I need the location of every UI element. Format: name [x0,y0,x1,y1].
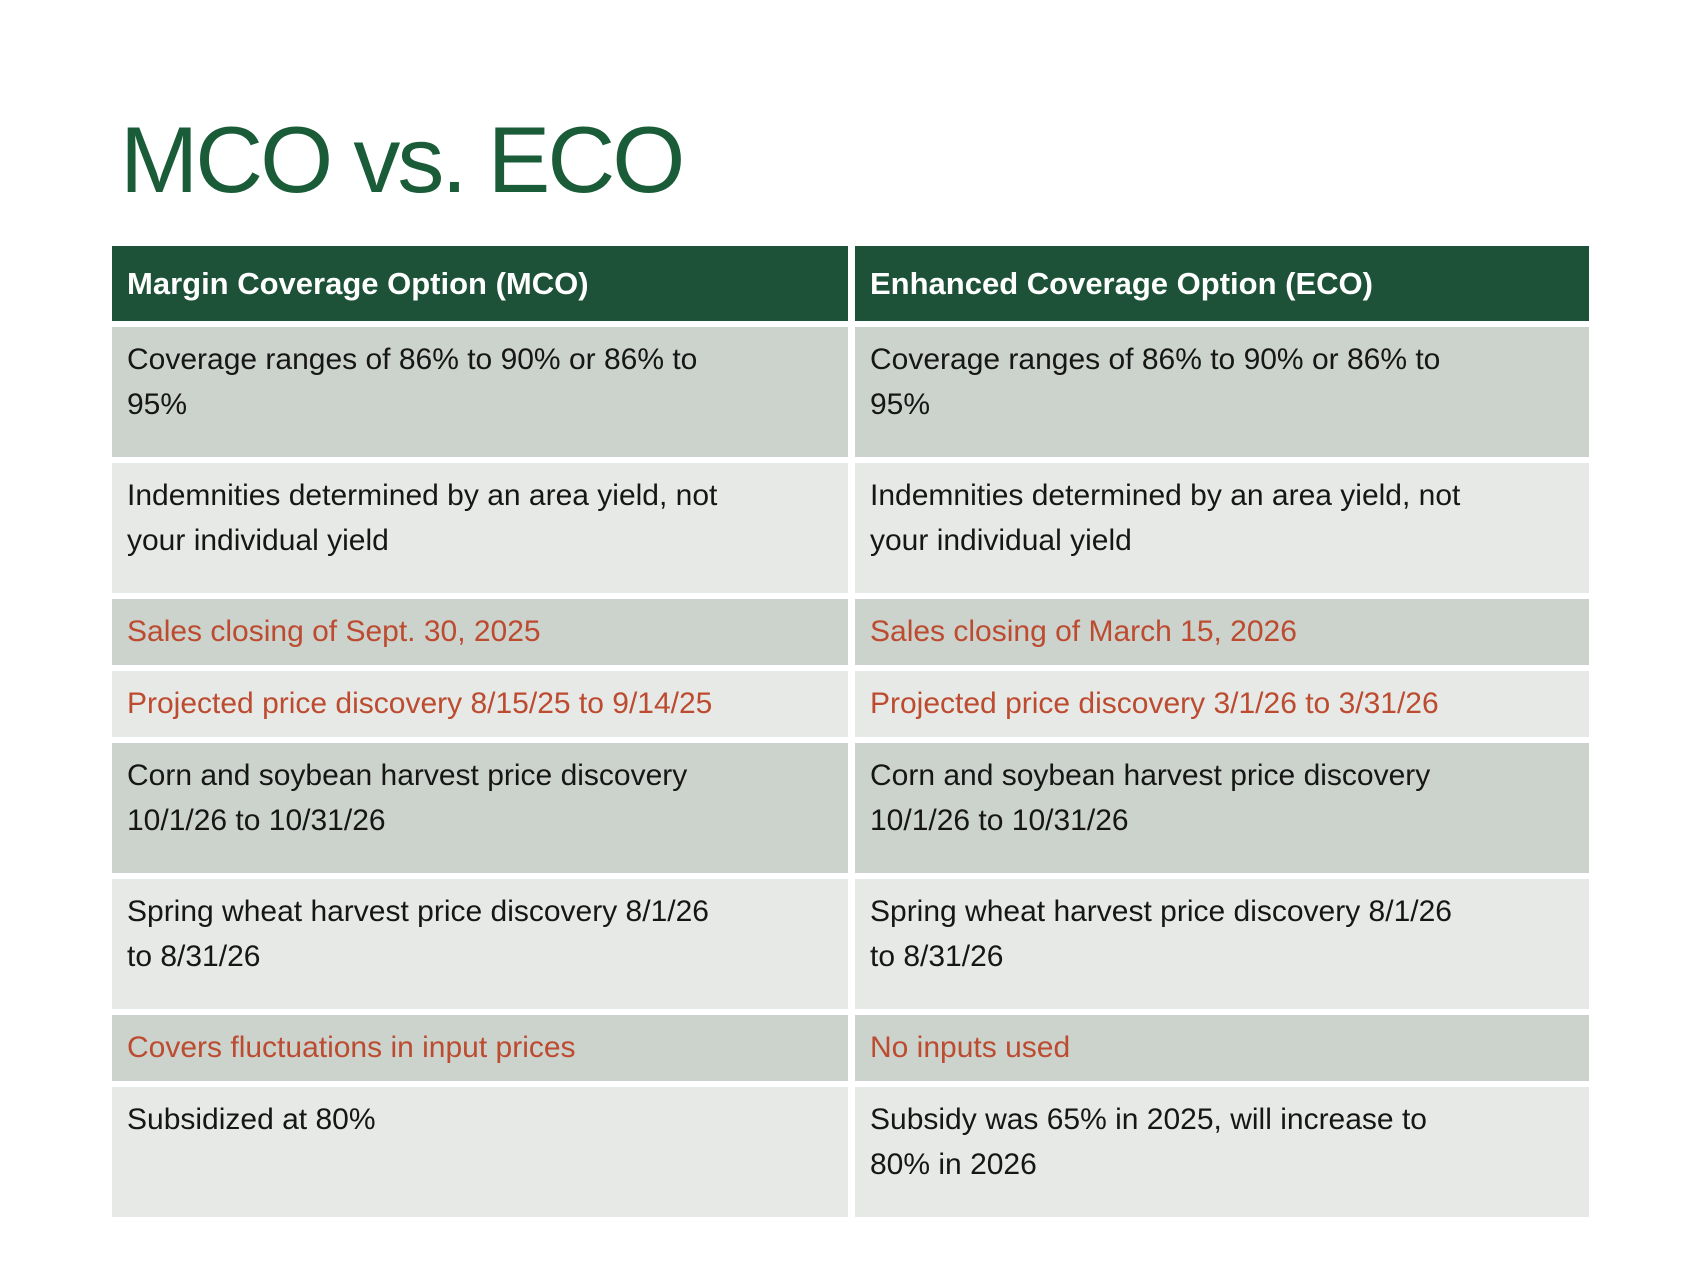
cell-coverage-mco: Coverage ranges of 86% to 90% or 86% to … [112,327,848,457]
cell-subsidy-mco: Subsidized at 80% [112,1087,848,1217]
cell-projected-price-mco: Projected price discovery 8/15/25 to 9/1… [112,671,848,737]
cell-subsidy-eco: Subsidy was 65% in 2025, will increase t… [855,1087,1589,1217]
cell-projected-price-eco: Projected price discovery 3/1/26 to 3/31… [855,671,1589,737]
cell-indemnities-mco: Indemnities determined by an area yield,… [112,463,848,593]
column-header-eco: Enhanced Coverage Option (ECO) [855,246,1589,321]
cell-coverage-eco: Coverage ranges of 86% to 90% or 86% to … [855,327,1589,457]
cell-indemnities-eco: Indemnities determined by an area yield,… [855,463,1589,593]
cell-harvest-price-eco: Corn and soybean harvest price discovery… [855,743,1589,873]
cell-sales-closing-mco: Sales closing of Sept. 30, 2025 [112,599,848,665]
cell-spring-wheat-eco: Spring wheat harvest price discovery 8/1… [855,879,1589,1009]
cell-inputs-eco: No inputs used [855,1015,1589,1081]
comparison-table: Margin Coverage Option (MCO) Enhanced Co… [112,246,1589,1217]
cell-inputs-mco: Covers fluctuations in input prices [112,1015,848,1081]
cell-harvest-price-mco: Corn and soybean harvest price discovery… [112,743,848,873]
slide-title: MCO vs. ECO [120,107,685,212]
column-header-mco: Margin Coverage Option (MCO) [112,246,848,321]
cell-sales-closing-eco: Sales closing of March 15, 2026 [855,599,1589,665]
cell-spring-wheat-mco: Spring wheat harvest price discovery 8/1… [112,879,848,1009]
